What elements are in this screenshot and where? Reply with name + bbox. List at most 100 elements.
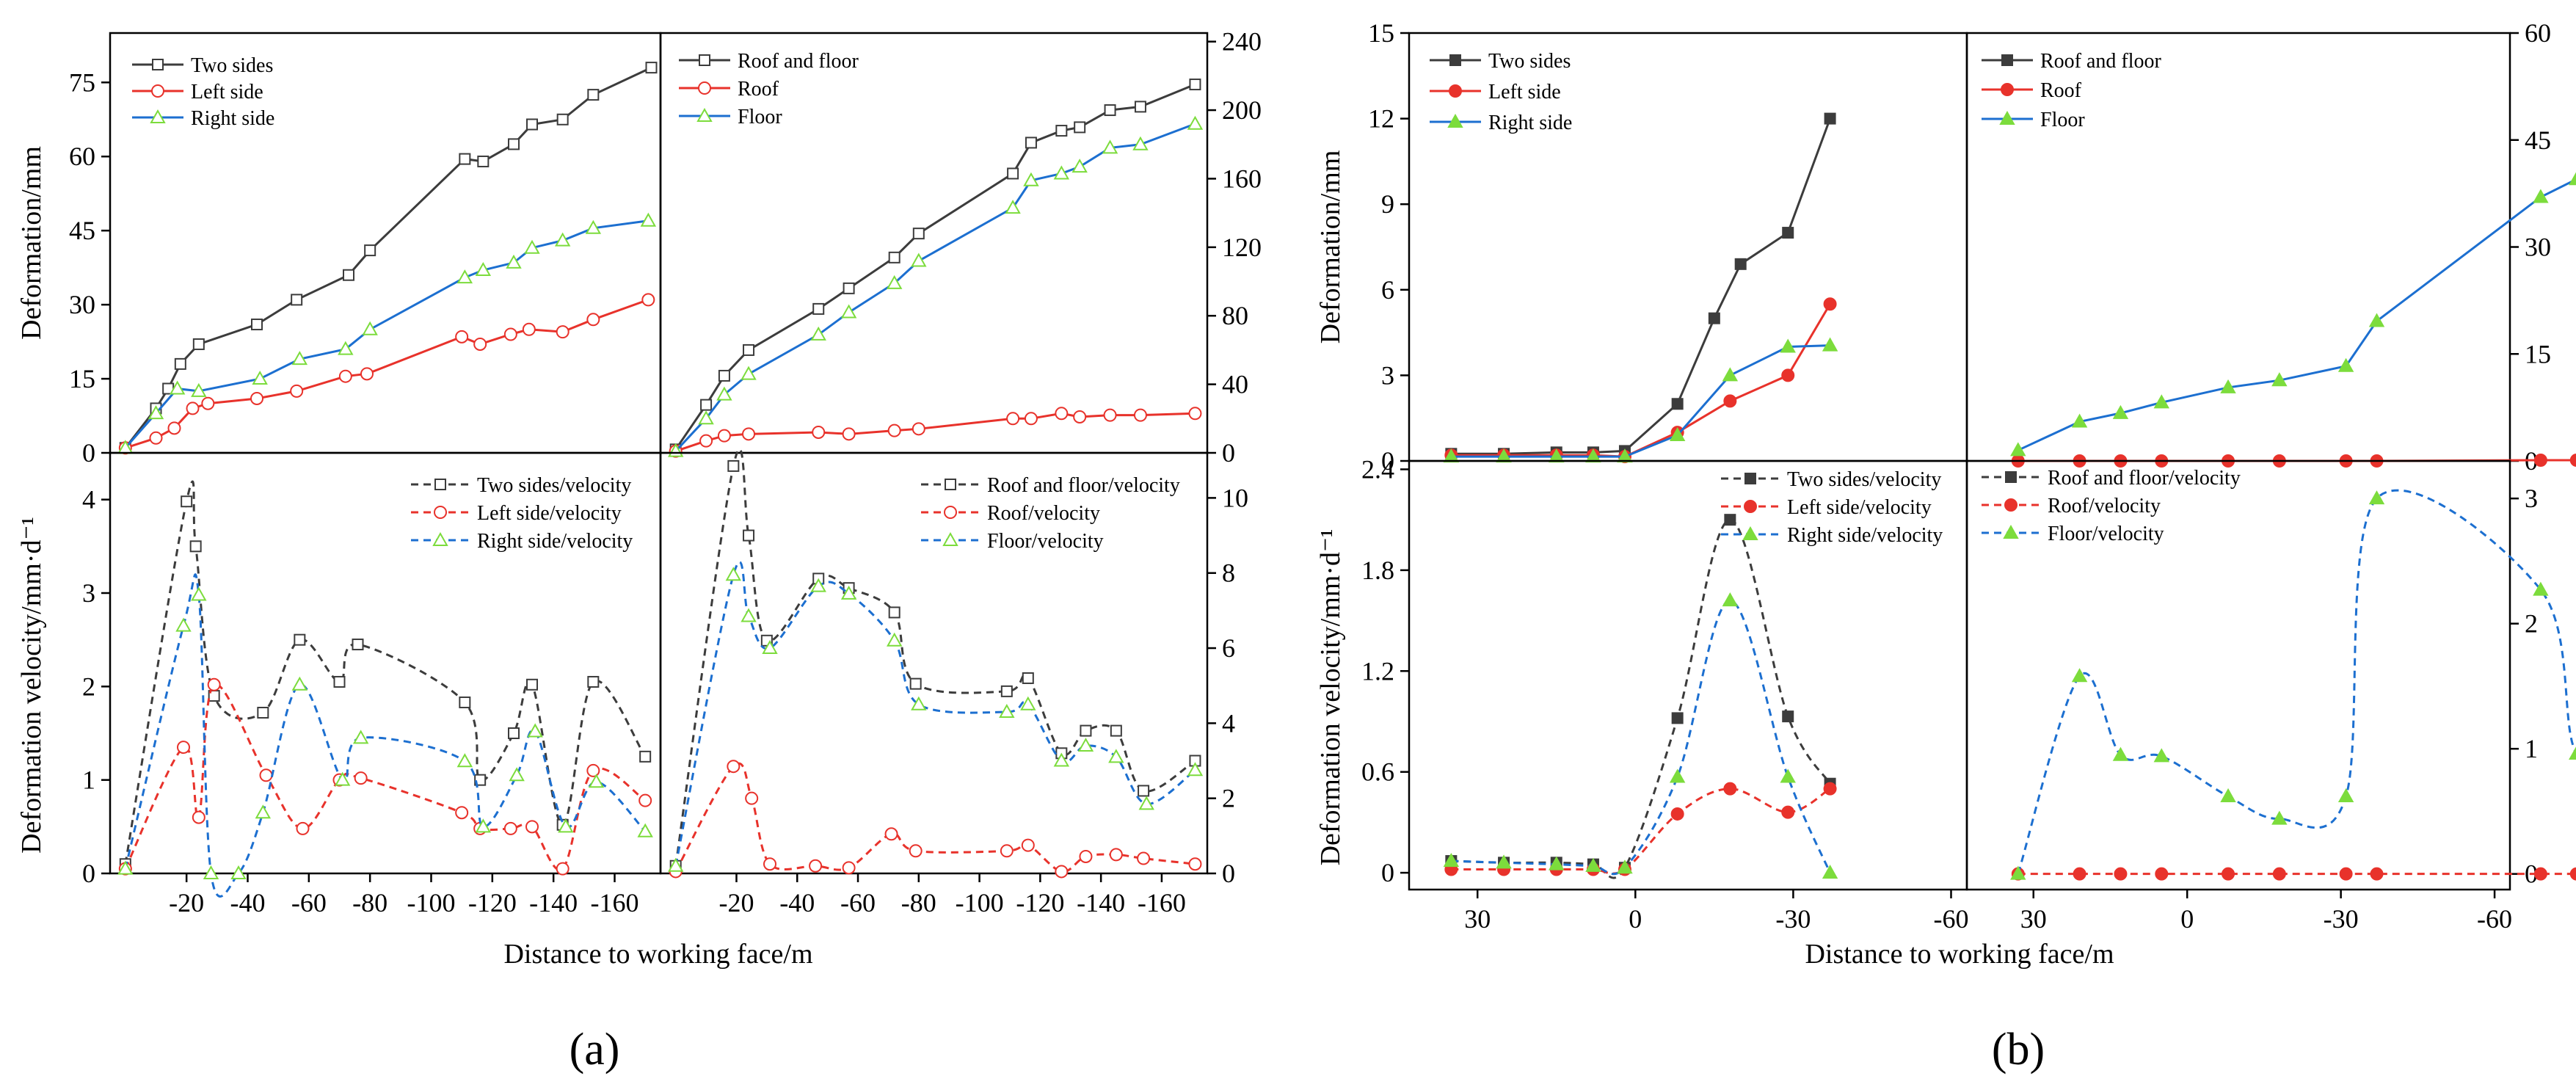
data-point	[1023, 172, 1039, 186]
data-point	[1496, 854, 1512, 869]
legend-marker	[1449, 54, 1461, 66]
legend-marker	[1999, 110, 2015, 125]
data-point	[294, 633, 306, 646]
x-tick-label: -30	[1775, 904, 1811, 934]
data-point	[1823, 297, 1837, 311]
series-line	[674, 83, 1196, 451]
series-roof-velocity	[669, 760, 1202, 879]
data-point	[1006, 412, 1020, 426]
data-point	[1137, 851, 1151, 865]
data-point	[2010, 442, 2026, 457]
data-point	[587, 675, 600, 688]
legend-label: Floor	[738, 106, 782, 128]
data-point	[1781, 805, 1795, 819]
data-point	[699, 434, 713, 448]
data-point	[2569, 746, 2576, 760]
series-floor	[667, 115, 1204, 457]
data-point	[1007, 167, 1019, 180]
data-point	[727, 459, 740, 472]
y-tick-label: 120	[1222, 233, 1262, 262]
y-tick-label: 15	[2525, 339, 2551, 368]
data-point	[474, 774, 487, 786]
y-tick-label: 0	[82, 859, 95, 888]
data-point	[586, 763, 600, 777]
data-point	[296, 821, 310, 835]
x-tick-label: -60	[840, 888, 876, 917]
data-point	[2155, 867, 2169, 881]
data-point	[667, 857, 684, 872]
data-point	[352, 730, 369, 744]
y-tick-label: 12	[1368, 104, 1394, 134]
legend-marker	[944, 506, 957, 519]
data-point	[1822, 865, 1838, 879]
data-point	[174, 357, 186, 370]
data-point	[741, 608, 757, 622]
x-tick-label: -40	[230, 888, 266, 917]
data-point	[640, 212, 657, 227]
legend-label: Left side	[1488, 81, 1561, 103]
y-tick-label: 30	[69, 290, 95, 319]
x-axis-title-b: Distance to working face/m	[1805, 939, 2114, 970]
data-point	[810, 326, 826, 341]
data-point	[2569, 172, 2576, 186]
x-tick-label: -30	[2324, 904, 2359, 934]
series-roof	[669, 407, 1202, 458]
data-point	[181, 495, 193, 508]
data-point	[191, 586, 207, 601]
y-tick-label: 0	[82, 438, 95, 468]
y-tick-label: 3	[82, 578, 95, 608]
data-point	[1000, 685, 1013, 697]
data-point	[912, 228, 925, 240]
data-point	[526, 678, 538, 691]
data-point	[250, 391, 263, 405]
y-tick-label: 45	[2525, 126, 2551, 155]
data-point	[459, 153, 471, 165]
legend-marker	[2005, 471, 2017, 483]
legend-marker	[1447, 113, 1463, 128]
series-line	[1451, 599, 1831, 876]
series-roof-and-floor-velocity	[669, 448, 1201, 872]
data-point	[2153, 748, 2169, 763]
legend-marker	[1449, 84, 1462, 98]
y-tick-label: 10	[1222, 483, 1248, 512]
data-point	[840, 304, 857, 319]
y-tick-label: 2	[2525, 609, 2538, 639]
legend-marker	[698, 81, 711, 95]
data-point	[700, 399, 713, 411]
data-point	[117, 860, 134, 875]
x-tick-label: -60	[291, 888, 327, 917]
data-point	[252, 371, 268, 385]
data-point	[717, 429, 731, 443]
data-point	[1549, 856, 1565, 870]
x-tick-label: -40	[779, 888, 815, 917]
data-point	[884, 827, 898, 841]
data-point	[1780, 768, 1796, 783]
data-point	[1722, 592, 1739, 607]
data-point	[473, 337, 487, 351]
data-point	[148, 405, 164, 420]
data-point	[1109, 848, 1123, 862]
y-tick-label: 2	[82, 672, 95, 701]
data-point	[338, 369, 352, 383]
data-point	[588, 774, 605, 788]
data-point	[2271, 810, 2288, 825]
data-point	[2112, 404, 2129, 419]
panel-frame	[659, 451, 1209, 875]
x-tick-label: -120	[1016, 888, 1064, 917]
data-point	[2533, 454, 2547, 468]
y-tick-label: 45	[69, 216, 95, 245]
data-point	[1005, 200, 1021, 214]
y-tick-label: 1	[82, 766, 95, 795]
data-point	[812, 302, 825, 315]
x-tick-label: -20	[169, 888, 204, 917]
data-point	[1188, 407, 1202, 421]
legend: Two sides Left side Right side	[1430, 50, 1572, 134]
data-point	[2569, 867, 2576, 881]
data-point	[503, 327, 517, 341]
y-tick-label: 0	[1222, 438, 1235, 468]
series-two-sides-velocity	[1445, 514, 1836, 879]
data-point	[888, 251, 900, 263]
legend-marker	[151, 84, 164, 98]
legend-label: Two sides/velocity	[1787, 468, 1941, 491]
